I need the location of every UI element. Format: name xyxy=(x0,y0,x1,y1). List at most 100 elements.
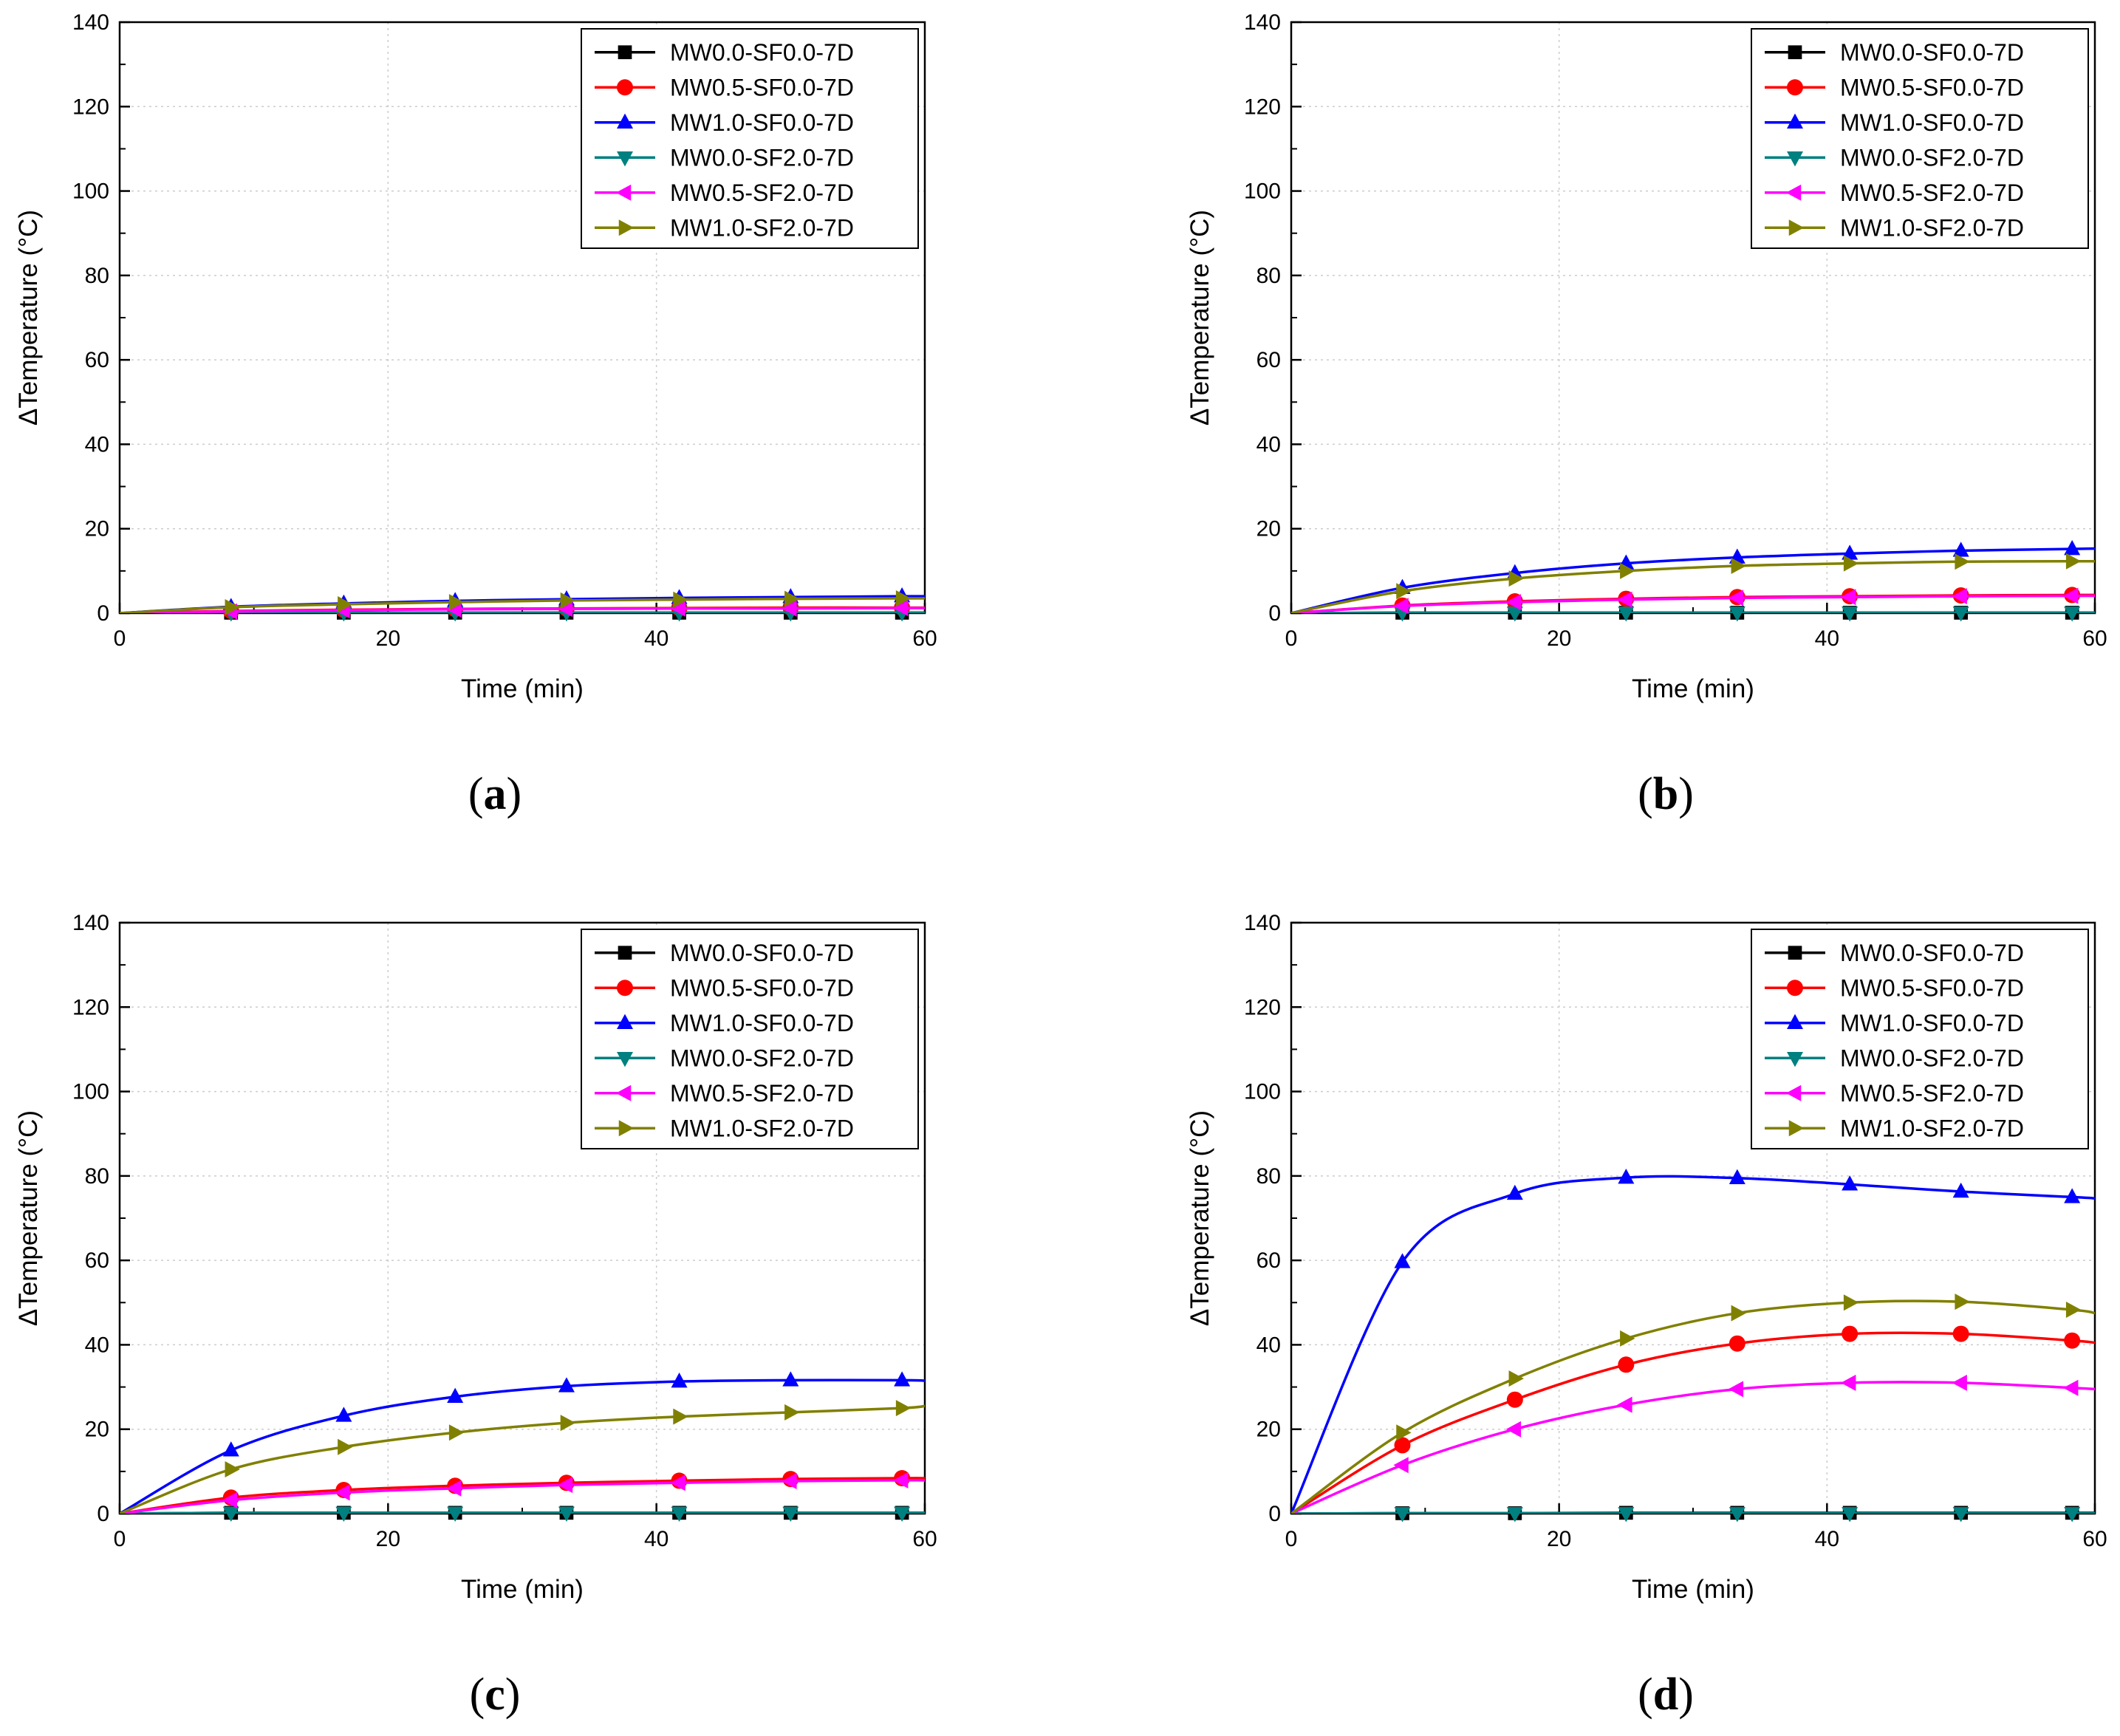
series-line-MW0.0-SF2.0-7D xyxy=(1291,1511,2095,1514)
series-MW0.5-SF0.0-7D xyxy=(120,1470,925,1514)
y-tick-label: 100 xyxy=(72,180,109,204)
data-point-MW0.0-SF2.0-7D xyxy=(1842,606,1859,622)
legend-marker xyxy=(1787,1014,1803,1029)
y-tick-label: 40 xyxy=(85,432,109,457)
data-point-MW1.0-SF0.0-7D xyxy=(1506,1184,1523,1200)
data-point-MW1.0-SF2.0-7D xyxy=(895,590,912,606)
caption-letter: d xyxy=(1653,1670,1678,1720)
legend-marker xyxy=(617,1052,633,1067)
legend-marker xyxy=(1785,1084,1802,1101)
series-line-MW1.0-SF0.0-7D xyxy=(120,1378,925,1514)
legend-entry-label: MW0.0-SF2.0-7D xyxy=(1840,144,2024,171)
chart-panel-d: 0 20 40 60 0 20 40 60 80 100 120 140 Time (min) ΔTemp… xyxy=(1186,911,2107,1720)
data-point-MW1.0-SF0.0-7D xyxy=(1842,544,1859,560)
panel-caption: (b) xyxy=(1638,769,1694,819)
data-point-MW0.5-SF2.0-7D xyxy=(1393,598,1409,615)
series-line-MW1.0-SF0.0-7D xyxy=(1291,547,2095,613)
series-line-MW0.5-SF2.0-7D xyxy=(1291,1381,2095,1514)
y-tick-label: 40 xyxy=(85,1333,109,1357)
y-tick-label: 20 xyxy=(85,1418,109,1442)
legend-marker xyxy=(618,1120,635,1137)
legend-marker xyxy=(1785,184,1802,201)
y-tick-label: 0 xyxy=(1268,1502,1281,1526)
data-point-MW1.0-SF2.0-7D xyxy=(895,1400,912,1417)
y-tick-label: 140 xyxy=(72,911,109,935)
data-point-MW0.5-SF2.0-7D xyxy=(782,1473,797,1489)
caption-close-paren: ) xyxy=(1678,769,1694,819)
data-point-MW1.0-SF2.0-7D xyxy=(560,592,576,609)
data-point-MW0.5-SF2.0-7D xyxy=(1505,594,1522,611)
legend: MW0.0-SF0.0-7D MW0.5-SF0.0-7D MW1.0-SF0.0-… xyxy=(581,929,919,1149)
data-point-MW0.5-SF2.0-7D xyxy=(2063,587,2079,604)
legend-marker xyxy=(617,79,633,96)
data-point-MW0.5-SF0.0-7D xyxy=(2064,1332,2081,1349)
data-point-MW0.0-SF2.0-7D xyxy=(447,1506,464,1522)
legend-marker xyxy=(617,980,633,997)
y-tick-label: 0 xyxy=(1268,601,1281,626)
data-point-MW1.0-SF2.0-7D xyxy=(1508,1370,1524,1387)
data-point-MW0.0-SF2.0-7D xyxy=(1506,606,1523,622)
data-point-MW1.0-SF2.0-7D xyxy=(448,594,465,611)
legend-marker xyxy=(618,45,632,60)
y-tick-label: 20 xyxy=(1256,517,1281,541)
data-point-MW0.0-SF2.0-7D xyxy=(782,1506,799,1522)
x-tick-label: 60 xyxy=(912,1527,937,1551)
data-point-MW1.0-SF0.0-7D xyxy=(335,1407,352,1422)
data-point-MW0.0-SF2.0-7D xyxy=(2064,1507,2081,1523)
legend-box xyxy=(1751,28,2089,249)
data-point-MW0.5-SF2.0-7D xyxy=(557,1477,573,1494)
y-tick-label: 120 xyxy=(72,95,109,119)
y-tick-label: 20 xyxy=(1256,1418,1281,1442)
y-tick-label: 100 xyxy=(1244,1080,1281,1104)
y-tick-label: 80 xyxy=(1256,264,1281,288)
y-tick-label: 120 xyxy=(1244,95,1281,119)
legend-entry-label: MW0.5-SF0.0-7D xyxy=(1840,74,2024,100)
y-tick-label: 80 xyxy=(1256,1164,1281,1189)
data-point-MW1.0-SF2.0-7D xyxy=(1508,570,1524,587)
data-point-MW1.0-SF2.0-7D xyxy=(673,1408,688,1425)
y-tick-label: 60 xyxy=(85,1248,109,1273)
series-MW0.0-SF2.0-7D xyxy=(1291,1507,2095,1523)
data-point-MW0.5-SF2.0-7D xyxy=(446,1480,462,1497)
legend-marker xyxy=(618,946,632,960)
legend-marker xyxy=(1788,45,1802,60)
legend-entry-label: MW0.5-SF0.0-7D xyxy=(1840,974,2024,1001)
series-line-MW1.0-SF2.0-7D xyxy=(120,1404,925,1514)
x-tick-label: 0 xyxy=(114,1527,126,1551)
y-tick-label: 0 xyxy=(97,601,109,626)
data-point-MW0.5-SF0.0-7D xyxy=(1506,1391,1523,1408)
chart-panel-a: 0 20 40 60 0 20 40 60 80 100 120 140 Time (min) ΔTemp… xyxy=(14,10,937,819)
series-MW0.0-SF2.0-7D xyxy=(1291,606,2095,622)
data-point-MW0.0-SF2.0-7D xyxy=(1952,1507,1969,1523)
legend-entry-label: MW0.5-SF2.0-7D xyxy=(1840,180,2024,206)
x-tick-label: 20 xyxy=(1547,626,1571,651)
data-point-MW1.0-SF2.0-7D xyxy=(2065,1302,2082,1318)
data-point-MW0.5-SF2.0-7D xyxy=(557,601,573,618)
y-tick-label: 120 xyxy=(1244,995,1281,1019)
data-point-MW1.0-SF0.0-7D xyxy=(1394,1253,1411,1268)
data-point-MW0.5-SF2.0-7D xyxy=(1393,1457,1409,1474)
caption-open-paren: ( xyxy=(468,769,484,819)
series-MW0.5-SF2.0-7D xyxy=(120,600,925,620)
series-line-MW1.0-SF2.0-7D xyxy=(1291,1299,2095,1514)
x-axis-label: Time (min) xyxy=(461,1575,584,1604)
data-point-MW0.0-SF2.0-7D xyxy=(2064,606,2081,622)
series-MW1.0-SF0.0-7D xyxy=(1291,1169,2095,1514)
legend-entry-label: MW1.0-SF0.0-7D xyxy=(670,1010,854,1036)
data-point-MW0.5-SF2.0-7D xyxy=(1841,1374,1856,1391)
data-point-MW1.0-SF2.0-7D xyxy=(1843,555,1859,572)
y-axis-label: ΔTemperature (°C) xyxy=(1186,1110,1214,1326)
legend-entry-label: MW0.5-SF2.0-7D xyxy=(1840,1080,2024,1107)
data-point-MW0.5-SF2.0-7D xyxy=(670,1474,685,1491)
series-MW1.0-SF2.0-7D xyxy=(1291,1294,2095,1514)
data-point-MW1.0-SF2.0-7D xyxy=(1620,1330,1635,1347)
legend-marker xyxy=(1787,113,1803,129)
x-tick-label: 60 xyxy=(2082,626,2107,651)
x-tick-label: 40 xyxy=(1815,626,1839,651)
series-line-MW1.0-SF2.0-7D xyxy=(120,597,925,613)
legend-entry-label: MW1.0-SF2.0-7D xyxy=(1840,1115,2024,1141)
data-point-MW0.0-SF2.0-7D xyxy=(1394,1507,1411,1523)
x-tick-label: 0 xyxy=(114,626,126,651)
y-axis-label: ΔTemperature (°C) xyxy=(1186,210,1214,426)
